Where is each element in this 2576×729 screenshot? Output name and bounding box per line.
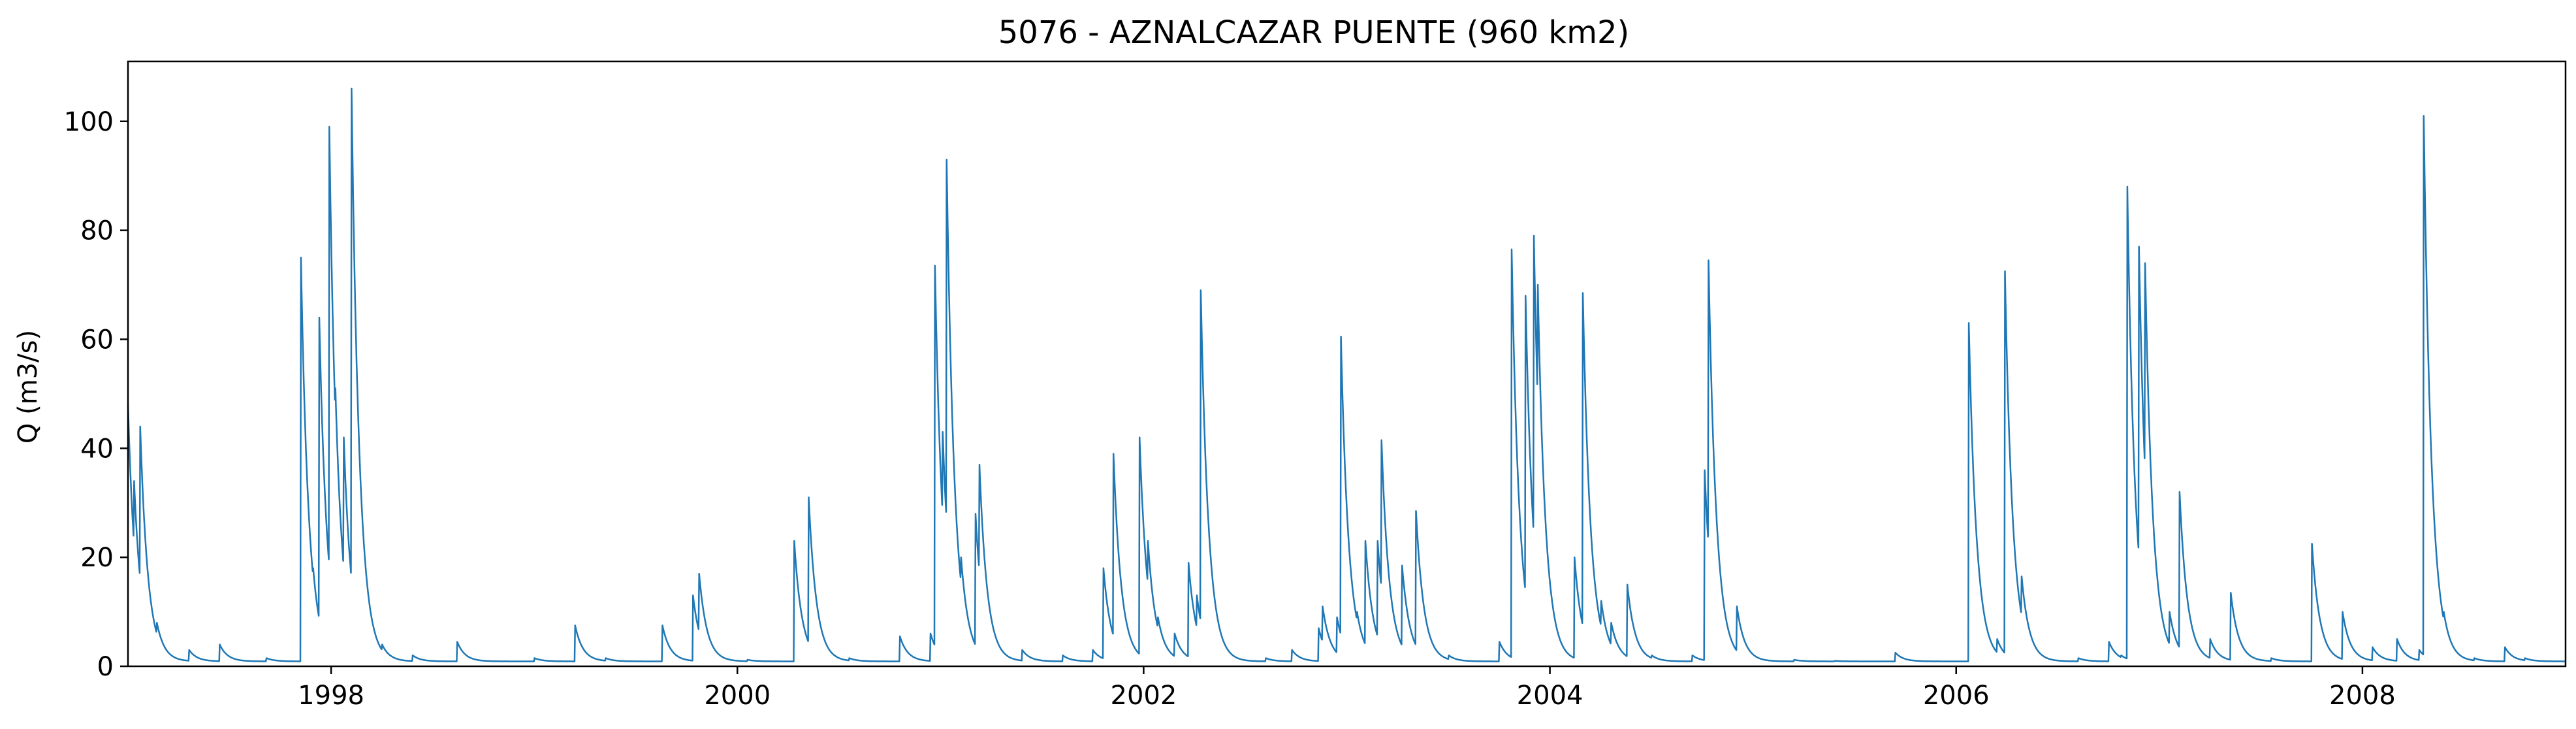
x-tick-label: 2006 [1923,681,1990,711]
y-tick-label: 60 [80,325,114,355]
y-tick-label: 40 [80,434,114,464]
chart-title: 5076 - AZNALCAZAR PUENTE (960 km2) [998,14,1630,51]
y-tick-label: 100 [64,107,114,137]
x-tick-label: 2008 [2329,681,2396,711]
x-tick-label: 1998 [298,681,364,711]
x-tick-label: 2000 [704,681,771,711]
y-axis-label: Q (m3/s) [13,330,43,444]
x-tick-label: 2002 [1111,681,1177,711]
y-tick-label: 20 [80,543,114,573]
x-tick-label: 2004 [1517,681,1583,711]
y-tick-label: 80 [80,216,114,246]
y-tick-label: 0 [97,652,114,682]
